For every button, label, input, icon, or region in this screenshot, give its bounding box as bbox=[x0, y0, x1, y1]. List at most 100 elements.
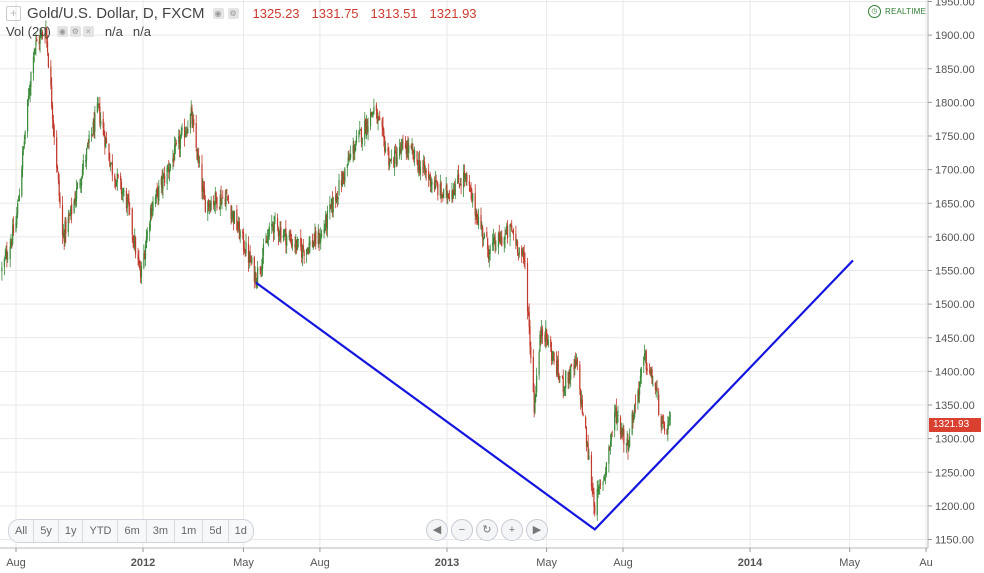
candle-body bbox=[68, 215, 70, 217]
candle-body bbox=[405, 147, 407, 155]
candle-body bbox=[285, 228, 287, 245]
candle-body bbox=[24, 132, 26, 140]
candle-body bbox=[364, 120, 366, 139]
candle-body bbox=[355, 144, 357, 152]
y-tick-label: 1900.00 bbox=[935, 30, 975, 42]
candle-body bbox=[663, 421, 665, 423]
candle-body bbox=[172, 158, 174, 162]
candle-body bbox=[99, 106, 101, 124]
candle-body bbox=[355, 136, 358, 144]
candle-body bbox=[448, 197, 451, 198]
candle-body bbox=[319, 241, 321, 244]
range-1m-button[interactable]: 1m bbox=[175, 520, 204, 542]
candle-body bbox=[574, 359, 576, 369]
candle-body bbox=[325, 214, 327, 227]
time-axis[interactable]: Aug 2012 May Aug 2013 May Aug 2014 May Au bbox=[6, 548, 933, 569]
candle-body bbox=[489, 246, 491, 255]
candle-body bbox=[12, 224, 15, 233]
candle-body bbox=[210, 201, 212, 210]
candle-body bbox=[539, 334, 541, 351]
range-1d-button[interactable]: 1d bbox=[234, 525, 247, 537]
candle-body bbox=[637, 391, 639, 404]
candle-body bbox=[535, 393, 537, 397]
candle-body bbox=[609, 441, 612, 446]
volume-label[interactable]: Vol (20) bbox=[6, 24, 51, 39]
candle-body bbox=[267, 235, 270, 238]
candle-body bbox=[16, 213, 18, 225]
eye-icon[interactable]: ◉ bbox=[212, 7, 224, 19]
plus-icon[interactable]: + bbox=[6, 5, 21, 21]
range-ytd-button[interactable]: YTD bbox=[83, 520, 119, 542]
symbol-title[interactable]: Gold/U.S. Dollar, D, FXCM bbox=[27, 4, 205, 22]
close-icon[interactable]: × bbox=[82, 26, 94, 37]
candle-body bbox=[408, 145, 410, 154]
range-5d-button[interactable]: 5d bbox=[203, 520, 229, 542]
candle-body bbox=[413, 150, 416, 159]
candle-body bbox=[634, 404, 636, 418]
candle-body bbox=[463, 171, 465, 178]
candle-body bbox=[137, 254, 139, 260]
range-all-button[interactable]: All bbox=[9, 520, 35, 542]
candle-body bbox=[453, 190, 455, 196]
chart-navigation: ◀ − ↻ + ▶ bbox=[426, 519, 548, 541]
candle-body bbox=[237, 228, 239, 230]
candle-body bbox=[330, 205, 332, 207]
candle-body bbox=[67, 217, 69, 233]
y-tick-label: 1150.00 bbox=[935, 535, 974, 547]
candle-body bbox=[181, 127, 183, 131]
candle-body bbox=[599, 483, 602, 485]
scroll-right-icon[interactable]: ▶ bbox=[526, 519, 548, 541]
candle-body bbox=[346, 164, 348, 168]
candle-body bbox=[599, 484, 601, 486]
candle-body bbox=[9, 246, 11, 259]
range-selector: All 5y 1y YTD 6m 3m 1m 5d 1d bbox=[8, 519, 254, 543]
range-5y-button[interactable]: 5y bbox=[34, 520, 59, 542]
candle-body bbox=[36, 39, 38, 42]
zoom-in-icon[interactable]: + bbox=[501, 519, 523, 541]
range-6m-button[interactable]: 6m bbox=[118, 520, 147, 542]
candle-body bbox=[253, 256, 255, 282]
candle-body bbox=[227, 195, 229, 201]
zoom-out-icon[interactable]: − bbox=[451, 519, 473, 541]
candle-body bbox=[394, 151, 397, 153]
candle-body bbox=[381, 120, 383, 127]
trendline[interactable] bbox=[255, 259, 854, 531]
candle-body bbox=[174, 143, 177, 147]
candle-body bbox=[540, 335, 542, 338]
candle-body bbox=[622, 428, 624, 436]
scroll-left-icon[interactable]: ◀ bbox=[426, 519, 448, 541]
candle-body bbox=[10, 241, 12, 248]
candle-body bbox=[389, 160, 392, 162]
gear-icon[interactable]: ⚙ bbox=[69, 26, 81, 37]
candle-body bbox=[628, 444, 630, 450]
candle-body bbox=[102, 118, 104, 129]
candle-body bbox=[546, 338, 549, 345]
eye-icon[interactable]: ◉ bbox=[56, 26, 68, 37]
candle-body bbox=[93, 119, 95, 133]
candle-body bbox=[294, 244, 296, 248]
range-3m-button[interactable]: 3m bbox=[147, 520, 176, 542]
candle-body bbox=[553, 352, 555, 362]
candle-body bbox=[509, 224, 511, 237]
y-tick-label: 1200.00 bbox=[935, 501, 975, 513]
gear-icon[interactable]: ⚙ bbox=[227, 7, 239, 19]
candle-body bbox=[121, 192, 123, 195]
candle-body bbox=[17, 203, 19, 215]
candle-body bbox=[569, 372, 571, 381]
candle-body bbox=[492, 237, 495, 244]
candle-body bbox=[232, 211, 234, 215]
candle-body bbox=[580, 398, 583, 405]
range-1y-button[interactable]: 1y bbox=[59, 520, 84, 542]
candle-body bbox=[575, 360, 578, 365]
price-axis[interactable]: 1150.00 1200.00 1250.00 1300.00 1350.00 1400.… bbox=[928, 0, 975, 547]
candle-body bbox=[332, 197, 334, 213]
candle-body bbox=[273, 216, 275, 233]
candle-body bbox=[552, 351, 554, 355]
candle-body bbox=[527, 311, 529, 314]
candle-body bbox=[237, 221, 240, 230]
candle-body bbox=[428, 171, 430, 180]
candle-body bbox=[103, 129, 105, 137]
candle-body bbox=[204, 199, 206, 213]
reset-icon[interactable]: ↻ bbox=[476, 519, 498, 541]
